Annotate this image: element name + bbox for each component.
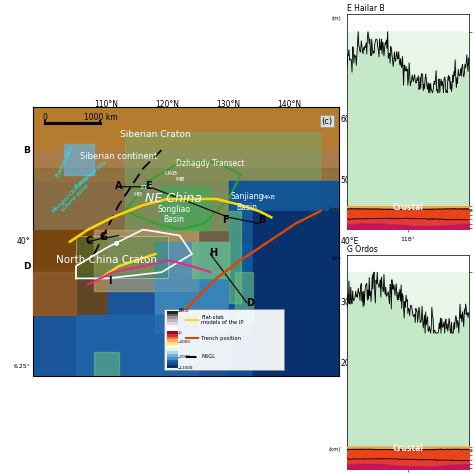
Polygon shape xyxy=(76,315,198,376)
Polygon shape xyxy=(162,187,210,229)
Text: -7000: -7000 xyxy=(179,355,191,359)
Text: 0: 0 xyxy=(43,113,48,122)
Bar xyxy=(167,354,178,356)
Bar xyxy=(167,345,178,348)
Text: D: D xyxy=(246,298,254,308)
Text: (m): (m) xyxy=(331,16,341,21)
Text: 20°E: 20°E xyxy=(340,359,359,368)
Bar xyxy=(164,309,283,370)
Text: I: I xyxy=(108,276,111,286)
Bar xyxy=(167,342,178,345)
Bar xyxy=(167,319,178,322)
Polygon shape xyxy=(33,229,107,315)
Text: G: G xyxy=(100,232,108,242)
Text: 9000: 9000 xyxy=(179,309,189,313)
Text: 50°E: 50°E xyxy=(340,176,359,185)
Polygon shape xyxy=(192,242,228,278)
Bar xyxy=(167,322,178,325)
Text: D: D xyxy=(23,262,30,271)
Text: G Ordos: G Ordos xyxy=(347,245,378,254)
Bar xyxy=(167,314,178,317)
Text: E Hailar B: E Hailar B xyxy=(347,4,385,13)
Text: -3000: -3000 xyxy=(179,340,191,344)
Text: m: m xyxy=(179,307,184,312)
Polygon shape xyxy=(33,272,338,376)
Bar xyxy=(167,317,178,319)
Polygon shape xyxy=(155,242,259,333)
Text: B: B xyxy=(23,146,30,155)
Polygon shape xyxy=(33,108,338,181)
Text: -11000: -11000 xyxy=(179,366,193,370)
Bar xyxy=(167,363,178,365)
Text: A: A xyxy=(115,181,122,191)
Text: North China Craton: North China Craton xyxy=(56,255,157,265)
Bar xyxy=(167,311,178,314)
Text: 40°: 40° xyxy=(17,237,30,246)
Polygon shape xyxy=(125,132,320,229)
Bar xyxy=(167,325,178,328)
Bar xyxy=(167,356,178,360)
Text: NE China: NE China xyxy=(145,192,202,206)
Polygon shape xyxy=(33,168,338,272)
Text: 40°E: 40°E xyxy=(340,237,359,246)
Polygon shape xyxy=(33,272,76,315)
Text: 140°N: 140°N xyxy=(278,100,302,109)
Text: Crustal: Crustal xyxy=(393,203,424,212)
Text: NSGL: NSGL xyxy=(201,354,215,359)
Polygon shape xyxy=(94,229,198,291)
Polygon shape xyxy=(33,150,338,229)
Polygon shape xyxy=(235,272,253,321)
Bar xyxy=(167,328,178,331)
Text: E: E xyxy=(145,181,151,191)
Text: Siberian Craton: Siberian Craton xyxy=(120,130,191,139)
Polygon shape xyxy=(76,236,167,278)
Text: B: B xyxy=(258,215,266,225)
Polygon shape xyxy=(94,352,118,376)
Text: Sanjiang
Basin: Sanjiang Basin xyxy=(230,192,264,212)
Text: (km): (km) xyxy=(328,447,341,452)
Text: Songliao
Basin: Songliao Basin xyxy=(157,205,190,224)
Text: Mongol-Okhotsk
suture zone: Mongol-Okhotsk suture zone xyxy=(51,174,95,218)
Text: 130°N: 130°N xyxy=(217,100,241,109)
Text: Trench position: Trench position xyxy=(201,336,241,341)
Text: Transbaikalia: Transbaikalia xyxy=(73,159,109,190)
Polygon shape xyxy=(253,211,338,376)
Text: 1000 km: 1000 km xyxy=(83,113,117,122)
Text: (c): (c) xyxy=(321,117,332,126)
Text: Dzhagdy Transect: Dzhagdy Transect xyxy=(176,159,245,168)
Text: (km): (km) xyxy=(328,207,341,212)
Polygon shape xyxy=(228,181,338,376)
Text: ETB: ETB xyxy=(140,185,152,191)
Bar xyxy=(167,337,178,339)
Text: H: H xyxy=(210,248,218,258)
Bar xyxy=(167,360,178,363)
Bar xyxy=(167,339,178,342)
Text: UAB: UAB xyxy=(164,171,177,176)
Text: F: F xyxy=(222,215,229,225)
Text: 60°E: 60°E xyxy=(340,115,359,124)
Text: C: C xyxy=(86,236,93,246)
Polygon shape xyxy=(64,144,94,174)
Text: Baikal lake: Baikal lake xyxy=(55,146,74,179)
Text: MB: MB xyxy=(175,177,184,182)
Bar xyxy=(167,334,178,337)
Text: 0: 0 xyxy=(179,330,182,335)
Polygon shape xyxy=(33,108,338,376)
Text: HB: HB xyxy=(134,191,143,197)
Text: MAB: MAB xyxy=(261,195,275,201)
Text: Flat-slab
models of the IP: Flat-slab models of the IP xyxy=(201,315,244,325)
Text: 30°E: 30°E xyxy=(340,298,359,307)
Bar xyxy=(167,351,178,354)
Text: 120°N: 120°N xyxy=(155,100,180,109)
Text: 110°N: 110°N xyxy=(94,100,118,109)
Text: Crustal: Crustal xyxy=(393,444,424,453)
Text: (m): (m) xyxy=(331,256,341,262)
Text: Siberian continent: Siberian continent xyxy=(80,152,157,161)
Bar xyxy=(167,365,178,368)
Bar xyxy=(167,331,178,334)
Polygon shape xyxy=(228,211,241,303)
Bar xyxy=(167,348,178,351)
Text: 6.25°: 6.25° xyxy=(13,365,30,369)
